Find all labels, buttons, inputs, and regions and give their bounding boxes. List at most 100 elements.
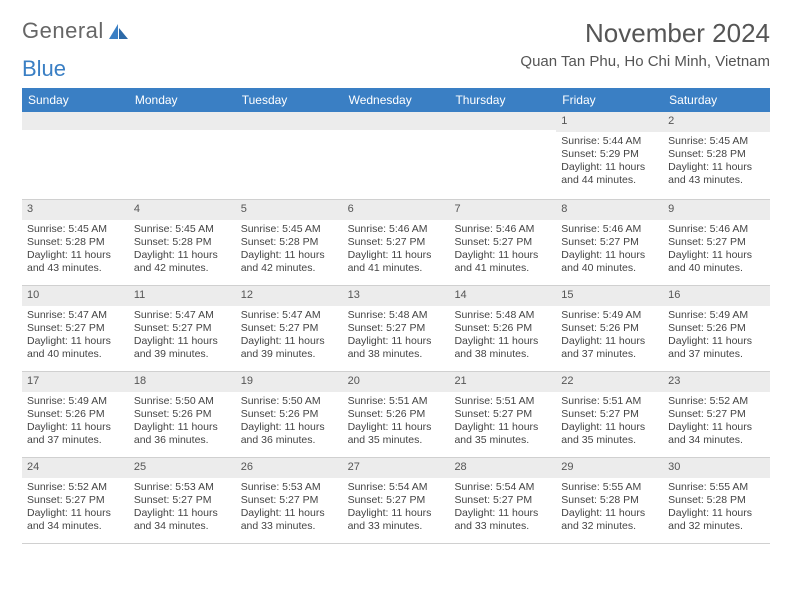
daylight-text: Daylight: 11 hours and 34 minutes.	[134, 507, 231, 533]
day-body: Sunrise: 5:52 AMSunset: 5:27 PMDaylight:…	[663, 392, 770, 452]
logo-text-2: Blue	[22, 56, 770, 82]
daylight-text: Daylight: 11 hours and 38 minutes.	[348, 335, 445, 361]
sunset-text: Sunset: 5:28 PM	[27, 236, 124, 249]
day-number: 5	[236, 200, 343, 220]
daylight-text: Daylight: 11 hours and 32 minutes.	[561, 507, 658, 533]
daylight-text: Daylight: 11 hours and 43 minutes.	[668, 161, 765, 187]
day-number: 3	[22, 200, 129, 220]
sunrise-text: Sunrise: 5:46 AM	[348, 223, 445, 236]
day-cell	[343, 112, 450, 200]
daylight-text: Daylight: 11 hours and 42 minutes.	[241, 249, 338, 275]
day-body: Sunrise: 5:47 AMSunset: 5:27 PMDaylight:…	[236, 306, 343, 366]
day-body: Sunrise: 5:46 AMSunset: 5:27 PMDaylight:…	[663, 220, 770, 280]
daylight-text: Daylight: 11 hours and 40 minutes.	[27, 335, 124, 361]
day-number: 18	[129, 372, 236, 392]
sunrise-text: Sunrise: 5:45 AM	[241, 223, 338, 236]
day-cell: 27Sunrise: 5:54 AMSunset: 5:27 PMDayligh…	[343, 458, 450, 544]
day-body: Sunrise: 5:49 AMSunset: 5:26 PMDaylight:…	[556, 306, 663, 366]
daylight-text: Daylight: 11 hours and 37 minutes.	[27, 421, 124, 447]
sunrise-text: Sunrise: 5:47 AM	[134, 309, 231, 322]
day-cell: 21Sunrise: 5:51 AMSunset: 5:27 PMDayligh…	[449, 372, 556, 458]
day-body: Sunrise: 5:44 AMSunset: 5:29 PMDaylight:…	[556, 132, 663, 192]
sunset-text: Sunset: 5:27 PM	[27, 322, 124, 335]
day-body: Sunrise: 5:46 AMSunset: 5:27 PMDaylight:…	[556, 220, 663, 280]
day-body: Sunrise: 5:52 AMSunset: 5:27 PMDaylight:…	[22, 478, 129, 538]
day-cell	[129, 112, 236, 200]
day-cell: 8Sunrise: 5:46 AMSunset: 5:27 PMDaylight…	[556, 200, 663, 286]
daylight-text: Daylight: 11 hours and 33 minutes.	[241, 507, 338, 533]
sunrise-text: Sunrise: 5:51 AM	[561, 395, 658, 408]
week-row: 3Sunrise: 5:45 AMSunset: 5:28 PMDaylight…	[22, 200, 770, 286]
day-number: 6	[343, 200, 450, 220]
sunrise-text: Sunrise: 5:54 AM	[348, 481, 445, 494]
day-cell: 28Sunrise: 5:54 AMSunset: 5:27 PMDayligh…	[449, 458, 556, 544]
day-body: Sunrise: 5:45 AMSunset: 5:28 PMDaylight:…	[129, 220, 236, 280]
daylight-text: Daylight: 11 hours and 44 minutes.	[561, 161, 658, 187]
calendar: Sunday Monday Tuesday Wednesday Thursday…	[22, 88, 770, 544]
sunset-text: Sunset: 5:27 PM	[241, 322, 338, 335]
dow-friday: Friday	[556, 88, 663, 112]
day-body: Sunrise: 5:50 AMSunset: 5:26 PMDaylight:…	[236, 392, 343, 452]
day-body: Sunrise: 5:53 AMSunset: 5:27 PMDaylight:…	[236, 478, 343, 538]
day-body: Sunrise: 5:49 AMSunset: 5:26 PMDaylight:…	[22, 392, 129, 452]
daylight-text: Daylight: 11 hours and 34 minutes.	[668, 421, 765, 447]
sunrise-text: Sunrise: 5:48 AM	[348, 309, 445, 322]
sunrise-text: Sunrise: 5:45 AM	[134, 223, 231, 236]
sunset-text: Sunset: 5:27 PM	[241, 494, 338, 507]
day-cell: 6Sunrise: 5:46 AMSunset: 5:27 PMDaylight…	[343, 200, 450, 286]
day-cell: 2Sunrise: 5:45 AMSunset: 5:28 PMDaylight…	[663, 112, 770, 200]
day-number: 1	[556, 112, 663, 132]
day-body: Sunrise: 5:55 AMSunset: 5:28 PMDaylight:…	[663, 478, 770, 538]
day-cell: 16Sunrise: 5:49 AMSunset: 5:26 PMDayligh…	[663, 286, 770, 372]
sunset-text: Sunset: 5:27 PM	[668, 236, 765, 249]
day-cell: 22Sunrise: 5:51 AMSunset: 5:27 PMDayligh…	[556, 372, 663, 458]
day-number: 20	[343, 372, 450, 392]
day-body: Sunrise: 5:50 AMSunset: 5:26 PMDaylight:…	[129, 392, 236, 452]
sunset-text: Sunset: 5:27 PM	[454, 236, 551, 249]
sunset-text: Sunset: 5:26 PM	[27, 408, 124, 421]
sunset-text: Sunset: 5:27 PM	[668, 408, 765, 421]
daylight-text: Daylight: 11 hours and 42 minutes.	[134, 249, 231, 275]
sunset-text: Sunset: 5:27 PM	[348, 322, 445, 335]
day-cell: 18Sunrise: 5:50 AMSunset: 5:26 PMDayligh…	[129, 372, 236, 458]
sunrise-text: Sunrise: 5:51 AM	[454, 395, 551, 408]
daylight-text: Daylight: 11 hours and 36 minutes.	[134, 421, 231, 447]
day-cell: 4Sunrise: 5:45 AMSunset: 5:28 PMDaylight…	[129, 200, 236, 286]
logo: General	[22, 18, 132, 44]
sunrise-text: Sunrise: 5:44 AM	[561, 135, 658, 148]
sunset-text: Sunset: 5:28 PM	[668, 148, 765, 161]
day-cell: 30Sunrise: 5:55 AMSunset: 5:28 PMDayligh…	[663, 458, 770, 544]
sunrise-text: Sunrise: 5:52 AM	[27, 481, 124, 494]
sunrise-text: Sunrise: 5:46 AM	[561, 223, 658, 236]
week-row: 17Sunrise: 5:49 AMSunset: 5:26 PMDayligh…	[22, 372, 770, 458]
week-row: 10Sunrise: 5:47 AMSunset: 5:27 PMDayligh…	[22, 286, 770, 372]
day-body: Sunrise: 5:55 AMSunset: 5:28 PMDaylight:…	[556, 478, 663, 538]
dow-wednesday: Wednesday	[343, 88, 450, 112]
day-number: 12	[236, 286, 343, 306]
daylight-text: Daylight: 11 hours and 32 minutes.	[668, 507, 765, 533]
sunset-text: Sunset: 5:26 PM	[241, 408, 338, 421]
day-number: 24	[22, 458, 129, 478]
daylight-text: Daylight: 11 hours and 41 minutes.	[454, 249, 551, 275]
day-number: 2	[663, 112, 770, 132]
dow-row: Sunday Monday Tuesday Wednesday Thursday…	[22, 88, 770, 112]
day-body: Sunrise: 5:45 AMSunset: 5:28 PMDaylight:…	[236, 220, 343, 280]
day-cell: 26Sunrise: 5:53 AMSunset: 5:27 PMDayligh…	[236, 458, 343, 544]
day-body: Sunrise: 5:48 AMSunset: 5:27 PMDaylight:…	[343, 306, 450, 366]
day-number: 29	[556, 458, 663, 478]
sunset-text: Sunset: 5:26 PM	[668, 322, 765, 335]
day-body: Sunrise: 5:47 AMSunset: 5:27 PMDaylight:…	[22, 306, 129, 366]
sunrise-text: Sunrise: 5:46 AM	[668, 223, 765, 236]
dow-thursday: Thursday	[449, 88, 556, 112]
sunset-text: Sunset: 5:27 PM	[454, 408, 551, 421]
sunset-text: Sunset: 5:26 PM	[134, 408, 231, 421]
dow-saturday: Saturday	[663, 88, 770, 112]
daylight-text: Daylight: 11 hours and 40 minutes.	[561, 249, 658, 275]
daylight-text: Daylight: 11 hours and 36 minutes.	[241, 421, 338, 447]
day-cell: 11Sunrise: 5:47 AMSunset: 5:27 PMDayligh…	[129, 286, 236, 372]
day-cell: 5Sunrise: 5:45 AMSunset: 5:28 PMDaylight…	[236, 200, 343, 286]
sunset-text: Sunset: 5:26 PM	[561, 322, 658, 335]
day-cell: 3Sunrise: 5:45 AMSunset: 5:28 PMDaylight…	[22, 200, 129, 286]
day-cell: 17Sunrise: 5:49 AMSunset: 5:26 PMDayligh…	[22, 372, 129, 458]
daylight-text: Daylight: 11 hours and 41 minutes.	[348, 249, 445, 275]
